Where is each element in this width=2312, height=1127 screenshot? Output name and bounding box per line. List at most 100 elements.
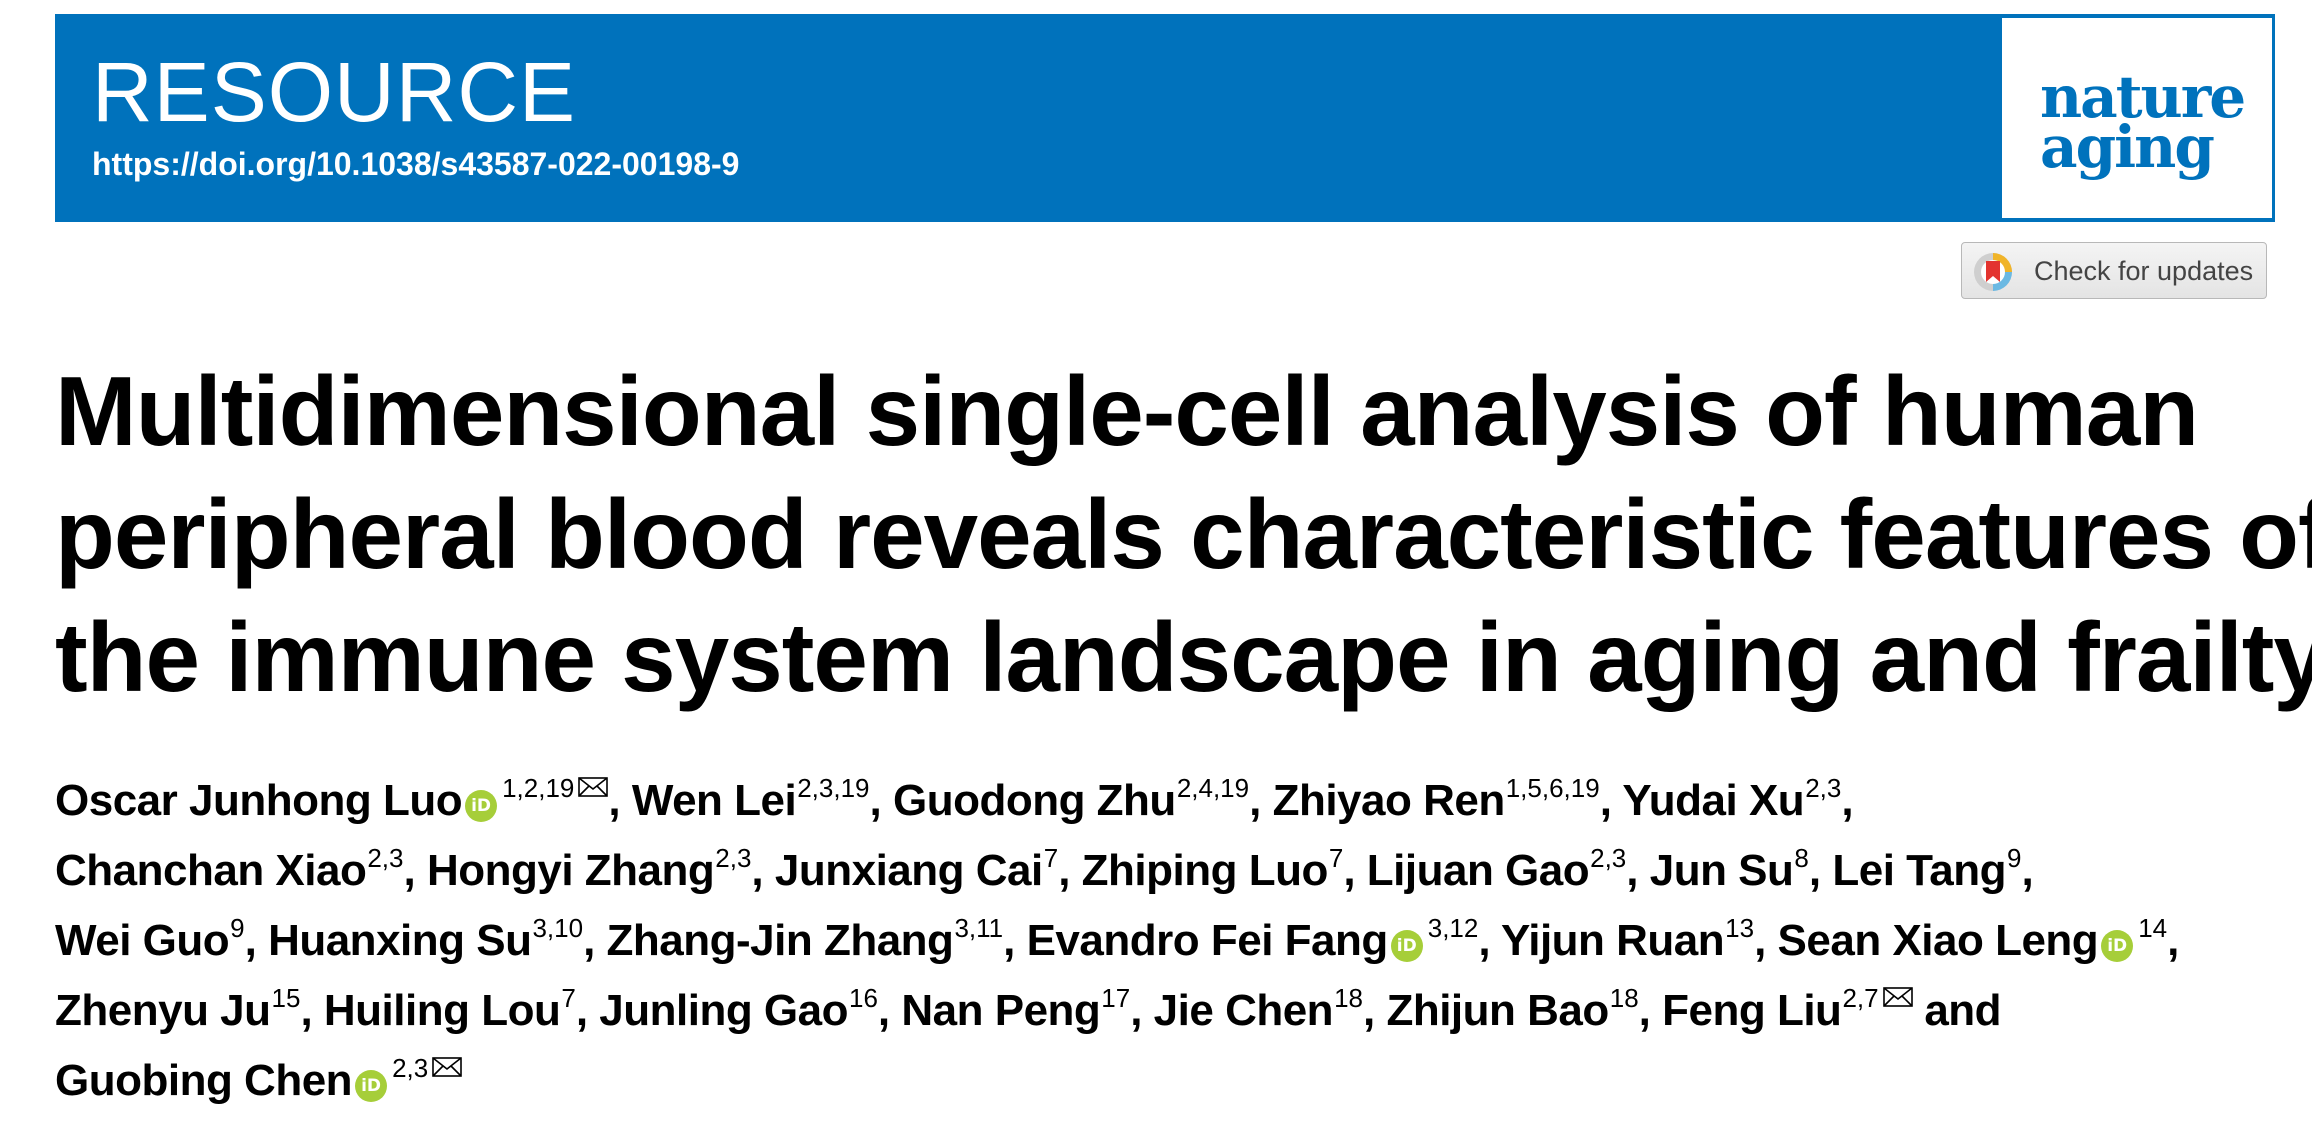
- doi-link[interactable]: https://doi.org/10.1038/s43587-022-00198…: [92, 146, 740, 182]
- check-for-updates-label: Check for updates: [2034, 256, 2254, 286]
- affiliation-superscript: 3,12: [1427, 913, 1479, 943]
- author-separator: ,: [1808, 846, 1833, 895]
- orcid-icon[interactable]: iD: [2101, 930, 2134, 962]
- author-name[interactable]: Hongyi Zhang: [426, 846, 715, 895]
- author-separator: ,: [1343, 846, 1367, 895]
- author: Wei Guo9,: [55, 913, 268, 965]
- author: Guobing Chen iD2,3: [55, 1053, 463, 1105]
- email-icon[interactable]: [578, 777, 609, 797]
- author: Huanxing Su3,10,: [268, 913, 607, 965]
- orcid-icon[interactable]: iD: [1390, 930, 1423, 962]
- author-separator: ,: [1478, 916, 1502, 965]
- author-name[interactable]: Nan Peng: [901, 986, 1101, 1035]
- orcid-icon[interactable]: iD: [355, 1070, 388, 1102]
- author-separator: ,: [1130, 986, 1154, 1035]
- author: Jun Su8,: [1649, 843, 1833, 895]
- author-line: Oscar Junhong Luo iD1,2,19, Wen Lei2,3,19…: [55, 773, 2285, 847]
- author-name[interactable]: Guobing Chen: [55, 1056, 353, 1105]
- author-name[interactable]: Feng Liu: [1662, 986, 1842, 1035]
- author-name[interactable]: Chanchan Xiao: [55, 846, 367, 895]
- author-name[interactable]: Jun Su: [1649, 846, 1794, 895]
- affiliation-superscript: 9: [2006, 843, 2022, 873]
- affiliation-superscript: 7: [1043, 843, 1059, 873]
- author-separator: ,: [1626, 846, 1650, 895]
- author-name[interactable]: Junling Gao: [599, 986, 848, 1035]
- email-icon[interactable]: [1882, 987, 1913, 1007]
- affiliation-superscript: 9: [230, 913, 245, 943]
- author-name[interactable]: Zhiping Luo: [1081, 846, 1329, 895]
- author-separator: ,: [1841, 776, 1854, 825]
- affiliation-superscript: 2,7: [1842, 983, 1879, 1013]
- author-separator: ,: [1003, 916, 1027, 965]
- author-name[interactable]: Yudai Xu: [1622, 776, 1805, 825]
- affiliation-superscript: 3,11: [954, 913, 1004, 943]
- author-name[interactable]: Zhang-Jin Zhang: [606, 916, 954, 965]
- author-name[interactable]: Lei Tang: [1832, 846, 2006, 895]
- affiliation-superscript: 2,3,19: [797, 773, 870, 803]
- author-separator: ,: [2021, 846, 2034, 895]
- author-line: Guobing Chen iD2,3: [55, 1053, 2285, 1127]
- affiliation-superscript: 18: [1334, 983, 1363, 1013]
- author-separator: ,: [1058, 846, 1082, 895]
- author-separator: ,: [1754, 916, 1778, 965]
- affiliation-superscript: 8: [1794, 843, 1809, 873]
- affiliation-superscript: 2,3: [392, 1053, 429, 1083]
- affiliation-superscript: 14: [2138, 913, 2168, 943]
- author-name[interactable]: Huanxing Su: [268, 916, 532, 965]
- email-icon[interactable]: [432, 1057, 463, 1077]
- author-name[interactable]: Jie Chen: [1153, 986, 1334, 1035]
- author: Junxiang Cai7,: [774, 843, 1082, 895]
- author-name[interactable]: Sean Xiao Leng: [1777, 916, 2099, 965]
- affiliation-superscript: 18: [1609, 983, 1639, 1013]
- title-line: peripheral blood reveals characteristic …: [55, 479, 2312, 589]
- author-name[interactable]: Evandro Fei Fang: [1026, 916, 1389, 965]
- author-name[interactable]: Zhiyao Ren: [1272, 776, 1506, 825]
- author: Wen Lei2,3,19,: [631, 773, 893, 825]
- author-separator: ,: [300, 986, 324, 1035]
- author-separator: ,: [869, 776, 893, 825]
- check-for-updates-button[interactable]: Check for updates: [1961, 242, 2267, 299]
- author-name[interactable]: Huiling Lou: [323, 986, 561, 1035]
- affiliation-superscript: 1,5,6,19: [1505, 773, 1600, 803]
- author-separator: ,: [1362, 986, 1387, 1035]
- author: Zhiping Luo7,: [1081, 845, 1367, 895]
- author: Lijuan Gao2,3,: [1366, 845, 1650, 895]
- article-header-banner: RESOURCE https://doi.org/10.1038/s43587-…: [55, 14, 2275, 222]
- author-name[interactable]: Yijun Ruan: [1501, 916, 1725, 965]
- author-separator: ,: [583, 916, 607, 965]
- affiliation-superscript: 1,2,19: [502, 773, 575, 803]
- affiliation-superscript: 17: [1101, 983, 1131, 1013]
- author: Hongyi Zhang2,3,: [426, 843, 775, 895]
- author: Jie Chen18,: [1153, 983, 1387, 1035]
- author-name[interactable]: Wei Guo: [55, 916, 230, 965]
- author-name[interactable]: Zhenyu Ju: [55, 986, 271, 1035]
- orcid-icon[interactable]: iD: [465, 790, 498, 822]
- author-name[interactable]: Guodong Zhu: [892, 776, 1176, 825]
- affiliation-superscript: 15: [271, 983, 301, 1013]
- author: Guodong Zhu2,4,19,: [892, 773, 1273, 825]
- author-separator: ,: [1599, 776, 1623, 825]
- journal-logo[interactable]: nature aging: [2002, 18, 2272, 218]
- author-separator: ,: [877, 986, 902, 1035]
- author-name[interactable]: Lijuan Gao: [1366, 846, 1590, 895]
- author: Feng Liu2,7 and: [1662, 983, 2001, 1035]
- author: Zhiyao Ren1,5,6,19,: [1272, 773, 1623, 825]
- author-name[interactable]: Zhijun Bao: [1386, 986, 1609, 1035]
- affiliation-superscript: 2,3: [1805, 773, 1842, 803]
- author-list: Oscar Junhong Luo iD1,2,19, Wen Lei2,3,19…: [55, 773, 2285, 1127]
- affiliation-superscript: 16: [849, 983, 878, 1013]
- author: Chanchan Xiao2,3,: [55, 845, 427, 895]
- affiliation-superscript: 7: [561, 983, 576, 1013]
- author-name[interactable]: Wen Lei: [631, 776, 797, 825]
- affiliation-superscript: 2,4,19: [1176, 773, 1250, 803]
- affiliation-superscript: 3,10: [532, 913, 584, 943]
- author-separator: ,: [403, 846, 427, 895]
- affiliation-superscript: 2,3: [715, 843, 752, 873]
- author-separator: ,: [1249, 776, 1273, 825]
- author-separator: ,: [751, 846, 775, 895]
- crossmark-icon: [1974, 253, 2012, 291]
- author: Nan Peng17,: [901, 983, 1154, 1035]
- author-name[interactable]: Junxiang Cai: [774, 846, 1043, 895]
- author-separator: ,: [575, 986, 600, 1035]
- author-name[interactable]: Oscar Junhong Luo: [55, 776, 463, 825]
